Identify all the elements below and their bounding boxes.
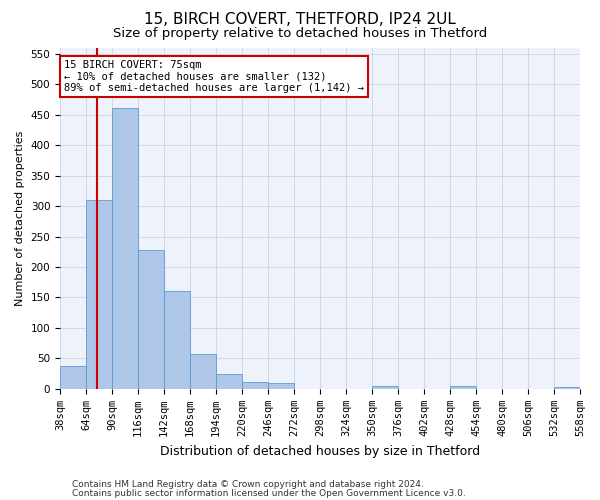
Bar xyxy=(190,354,216,389)
X-axis label: Distribution of detached houses by size in Thetford: Distribution of detached houses by size … xyxy=(160,444,480,458)
Text: Contains public sector information licensed under the Open Government Licence v3: Contains public sector information licen… xyxy=(72,489,466,498)
Bar xyxy=(242,382,268,389)
Bar xyxy=(138,250,164,389)
Bar xyxy=(554,387,580,389)
Bar xyxy=(268,383,294,389)
Text: 15, BIRCH COVERT, THETFORD, IP24 2UL: 15, BIRCH COVERT, THETFORD, IP24 2UL xyxy=(144,12,456,28)
Bar xyxy=(372,386,398,389)
Text: 15 BIRCH COVERT: 75sqm
← 10% of detached houses are smaller (132)
89% of semi-de: 15 BIRCH COVERT: 75sqm ← 10% of detached… xyxy=(64,60,364,93)
Y-axis label: Number of detached properties: Number of detached properties xyxy=(15,130,25,306)
Bar xyxy=(216,374,242,389)
Bar xyxy=(112,108,138,389)
Bar xyxy=(450,386,476,389)
Bar xyxy=(164,292,190,389)
Text: Size of property relative to detached houses in Thetford: Size of property relative to detached ho… xyxy=(113,28,487,40)
Text: Contains HM Land Registry data © Crown copyright and database right 2024.: Contains HM Land Registry data © Crown c… xyxy=(72,480,424,489)
Bar xyxy=(60,366,86,389)
Bar xyxy=(86,200,112,389)
